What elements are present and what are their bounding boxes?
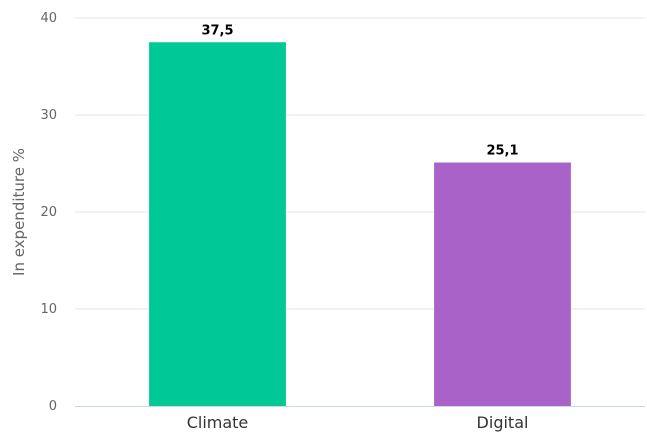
x-tick-label-climate: Climate — [187, 413, 249, 432]
data-label-climate: 37,5 — [201, 23, 233, 38]
data-label-digital: 25,1 — [486, 144, 518, 159]
bar-climate — [149, 42, 286, 406]
y-tick-label: 20 — [40, 205, 57, 220]
bar-digital — [434, 162, 571, 406]
y-axis-ticks: 0 10 20 30 40 — [40, 11, 57, 414]
y-tick-label: 40 — [40, 11, 57, 26]
x-tick-label-digital: Digital — [477, 413, 529, 432]
data-labels: 37,5 25,1 — [201, 23, 518, 158]
y-tick-label: 0 — [49, 399, 57, 414]
x-axis-ticks: Climate Digital — [187, 413, 529, 432]
y-tick-label: 30 — [40, 108, 57, 123]
y-axis-title: In expenditure % — [10, 148, 28, 276]
y-tick-label: 10 — [40, 302, 57, 317]
bars — [149, 42, 571, 406]
